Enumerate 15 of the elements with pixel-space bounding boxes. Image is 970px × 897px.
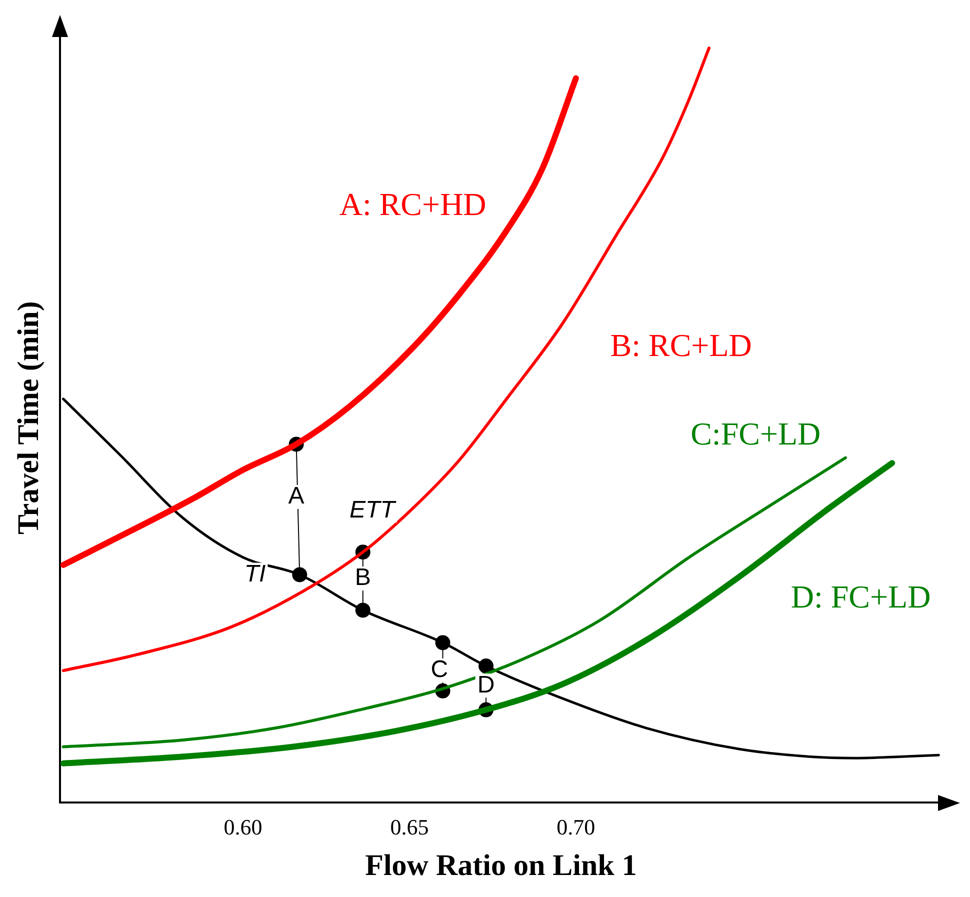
annotation: TI [244, 560, 266, 588]
annotation: B [354, 564, 371, 592]
annotation: ETT [350, 496, 398, 524]
x-tick-label: 0.70 [556, 814, 596, 840]
annotation: D [477, 671, 495, 698]
x-axis-title: Flow Ratio on Link 1 [365, 848, 637, 882]
y-axis-title: Travel Time (min) [12, 301, 45, 534]
series-label: D: FC+LD [790, 578, 931, 614]
x-tick-label: 0.60 [224, 814, 262, 840]
series-label: C:FC+LD [690, 415, 821, 452]
series-label: B: RC+LD [610, 327, 752, 364]
series-label: A: RC+HD [339, 186, 486, 222]
x-tick-label: 0.65 [390, 814, 429, 840]
annotation: A [288, 482, 304, 510]
annotation: C [430, 656, 448, 684]
